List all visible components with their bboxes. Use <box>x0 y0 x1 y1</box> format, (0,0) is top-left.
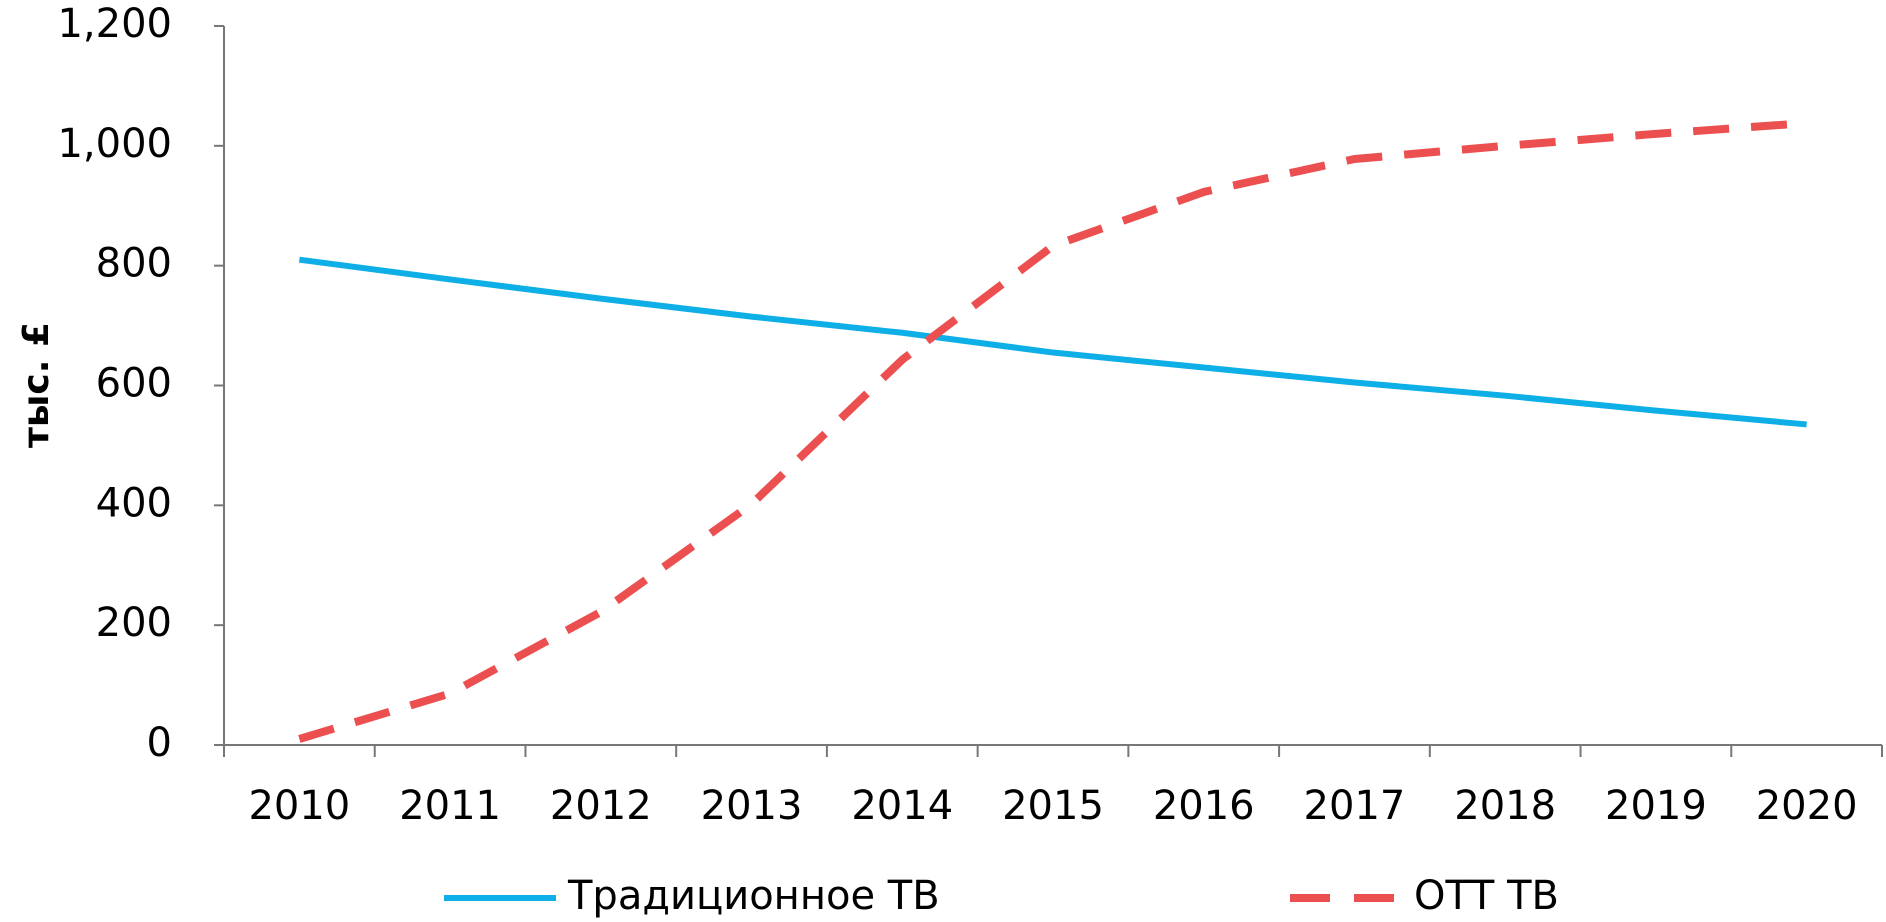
x-tick-label: 2017 <box>1304 783 1406 829</box>
legend-label: Традиционное ТВ <box>567 873 940 919</box>
series-line <box>298 256 1807 428</box>
y-tick-label: 800 <box>96 241 172 287</box>
y-tick-label: 200 <box>96 600 172 646</box>
y-tick-label: 0 <box>147 720 172 766</box>
y-tick-label: 1,000 <box>57 121 172 167</box>
series-line <box>298 119 1807 743</box>
x-tick-label: 2012 <box>550 783 652 829</box>
x-tick-label: 2013 <box>701 783 803 829</box>
y-axis-label: тыс. £ <box>16 322 57 448</box>
y-tick-label: 1,200 <box>57 1 172 47</box>
x-tick-label: 2014 <box>851 783 953 829</box>
x-tick-label: 2011 <box>399 783 501 829</box>
x-tick-label: 2019 <box>1605 783 1707 829</box>
y-tick-label: 400 <box>96 480 172 526</box>
x-tick-label: 2015 <box>1002 783 1104 829</box>
y-tick-label: 600 <box>96 361 172 407</box>
x-tick-label: 2018 <box>1454 783 1556 829</box>
x-tick-label: 2016 <box>1153 783 1255 829</box>
x-tick-label: 2010 <box>248 783 350 829</box>
x-tick-label: 2020 <box>1756 783 1858 829</box>
legend-label: ОТТ ТВ <box>1414 873 1559 919</box>
